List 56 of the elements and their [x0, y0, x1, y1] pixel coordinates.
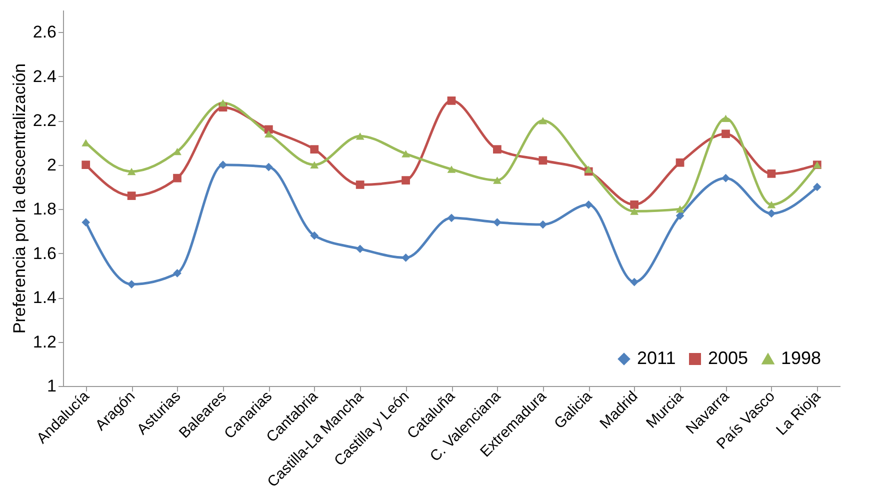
point — [402, 176, 410, 184]
point — [127, 192, 136, 200]
y-tick-label: 2.4 — [32, 66, 56, 86]
legend-label: 2011 — [637, 348, 676, 368]
point — [310, 231, 319, 240]
point — [584, 166, 593, 173]
point — [173, 269, 182, 278]
y-tick-label: 1 — [47, 376, 56, 396]
point — [127, 280, 136, 288]
point — [630, 278, 639, 286]
point — [493, 218, 502, 227]
point — [493, 145, 502, 154]
point — [356, 132, 364, 140]
point — [218, 160, 228, 170]
point — [722, 114, 730, 122]
point — [630, 208, 639, 215]
point — [356, 244, 364, 254]
y-tick-label: 1.8 — [32, 200, 56, 219]
point — [722, 130, 730, 138]
y-tick-label: 2.2 — [32, 111, 56, 130]
point — [173, 148, 182, 156]
point — [310, 145, 319, 154]
point — [127, 168, 136, 176]
point — [447, 166, 456, 173]
point — [264, 162, 273, 172]
point — [584, 200, 593, 209]
point — [722, 174, 730, 182]
y-tick-label: 2 — [47, 155, 56, 174]
point — [402, 254, 410, 262]
y-tick-label: 2.6 — [32, 22, 56, 42]
point — [173, 174, 182, 182]
point — [493, 176, 502, 184]
point — [402, 150, 410, 158]
legend-label: 2005 — [708, 348, 748, 368]
y-tick-label: 1.4 — [32, 288, 56, 308]
point — [310, 161, 319, 168]
point — [676, 212, 684, 220]
point — [676, 205, 684, 213]
legend-label: 1998 — [781, 348, 822, 368]
y-tick-label: 1.6 — [32, 244, 56, 263]
point — [447, 214, 456, 222]
point — [538, 116, 548, 124]
point — [447, 96, 456, 105]
point — [538, 156, 548, 165]
point — [356, 180, 364, 189]
point — [538, 220, 548, 229]
point — [218, 99, 228, 107]
y-tick-label: 1.2 — [32, 332, 56, 352]
point — [630, 200, 639, 209]
point — [676, 158, 684, 167]
point — [812, 182, 822, 192]
point — [82, 218, 90, 227]
point — [767, 169, 776, 178]
point — [767, 201, 776, 208]
point — [82, 160, 90, 170]
y-axis-title: Preferencia por la descentralización — [10, 63, 29, 334]
